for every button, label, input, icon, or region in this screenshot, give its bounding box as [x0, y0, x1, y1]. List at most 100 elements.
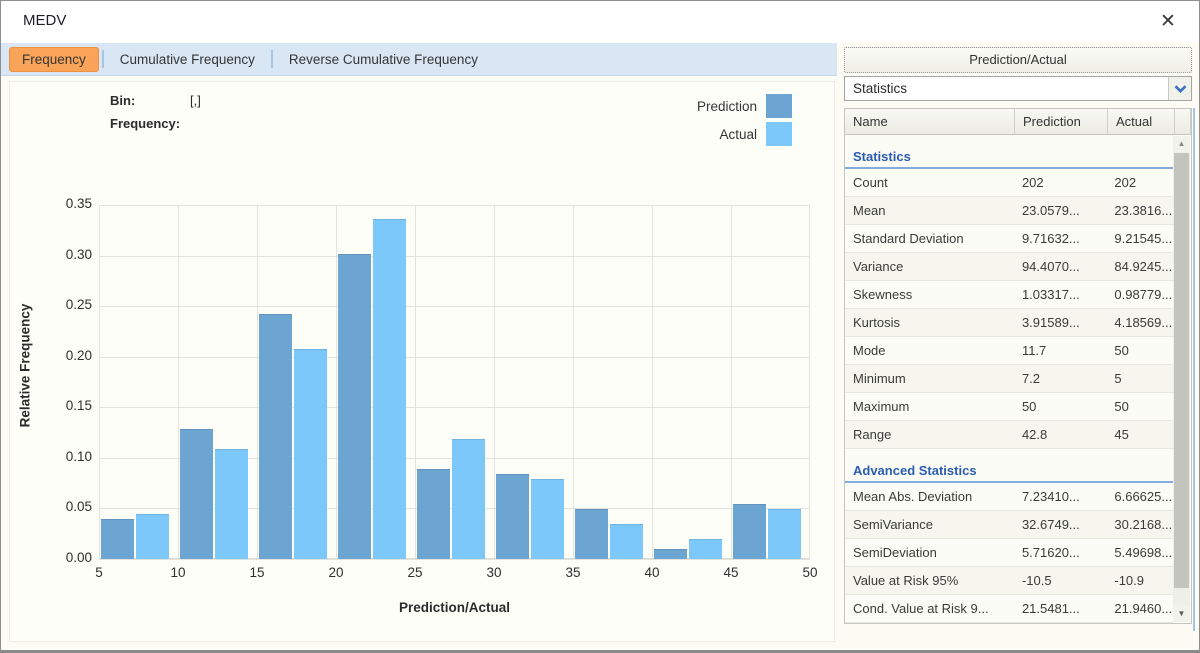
x-axis-title: Prediction/Actual	[398, 600, 511, 615]
column-header-prediction[interactable]: Prediction	[1015, 109, 1108, 134]
tab-separator	[101, 50, 104, 68]
plot-area: 0.00 0.05 0.10 0.15 0.20 0.25 0.30 0.35 5 10 15 20 2…	[66, 187, 818, 580]
bar-actual-bin2[interactable]	[294, 348, 327, 559]
column-header-name[interactable]: Name	[845, 109, 1015, 134]
gridline-vertical	[731, 205, 732, 559]
cell-prediction: 7.2	[1021, 371, 1041, 386]
table-row[interactable]: Value at Risk 95% -10.5 -10.9	[845, 567, 1173, 595]
prediction-actual-header-button[interactable]: Prediction/Actual	[844, 47, 1192, 73]
tab-reverse-cumulative-frequency[interactable]: Reverse Cumulative Frequency	[288, 51, 478, 67]
bar-prediction-bin4[interactable]	[417, 468, 450, 559]
bar-actual-bin3[interactable]	[373, 218, 406, 559]
gridline-vertical	[415, 205, 416, 559]
table-row[interactable]: Range 42.8 45	[845, 421, 1173, 449]
legend: Prediction Actual	[697, 94, 792, 150]
table-row[interactable]: Maximum 50 50	[845, 393, 1173, 421]
cell-name: Skewness	[853, 287, 913, 302]
gridline-horizontal	[99, 205, 810, 206]
cell-actual: 50	[1114, 343, 1129, 358]
cell-prediction: 1.03317...	[1021, 287, 1080, 302]
cell-prediction: 23.0579...	[1021, 203, 1080, 218]
table-row[interactable]: SemiDeviation 5.71620... 5.49698...	[845, 539, 1173, 567]
bar-actual-bin7[interactable]	[689, 538, 722, 559]
table-row[interactable]: Kurtosis 3.91589... 4.18569...	[845, 309, 1173, 337]
cell-prediction: 9.71632...	[1021, 231, 1080, 246]
cell-prediction: 7.23410...	[1021, 489, 1080, 504]
y-tick-label: 0.00	[65, 550, 92, 565]
cell-prediction: 3.91589...	[1021, 315, 1080, 330]
y-tick-label: 0.10	[65, 448, 92, 464]
bar-actual-bin0[interactable]	[136, 513, 169, 559]
table-row[interactable]: Standard Deviation 9.71632... 9.21545...	[845, 225, 1173, 253]
bar-actual-bin6[interactable]	[610, 523, 643, 559]
y-tick-label: 0.15	[65, 398, 92, 414]
bar-prediction-bin8[interactable]	[733, 503, 766, 559]
cell-name: Count	[853, 175, 888, 190]
bar-prediction-bin7[interactable]	[654, 549, 687, 559]
bar-prediction-bin6[interactable]	[575, 508, 608, 559]
bar-prediction-bin3[interactable]	[338, 253, 371, 559]
table-row[interactable]: Cond. Value at Risk 9... 21.5481... 21.946…	[845, 595, 1173, 623]
section-header: Statistics	[845, 135, 1173, 169]
cell-prediction: -10.5	[1021, 573, 1052, 588]
x-tick-label: 40	[644, 565, 660, 580]
table-scrollbar[interactable]: ▲ ▼	[1173, 136, 1190, 622]
bar-actual-bin8[interactable]	[768, 508, 801, 559]
bar-actual-bin4[interactable]	[452, 438, 485, 559]
gridline-vertical	[99, 205, 100, 559]
bar-actual-bin5[interactable]	[531, 478, 564, 559]
bar-prediction-bin1[interactable]	[180, 428, 213, 559]
gridline-horizontal	[99, 255, 810, 257]
table-row[interactable]: Count 202 202	[845, 169, 1173, 197]
cell-name: Kurtosis	[853, 315, 900, 330]
gridline-horizontal	[99, 306, 810, 308]
cell-actual: 4.18569...	[1114, 315, 1173, 330]
tab-separator	[270, 50, 273, 68]
gridline-vertical	[809, 205, 810, 559]
bar-prediction-bin2[interactable]	[259, 313, 292, 559]
tab-cumulative-frequency[interactable]: Cumulative Frequency	[119, 51, 255, 67]
scroll-up-icon[interactable]: ▲	[1173, 136, 1190, 152]
table-row[interactable]: Mean 23.0579... 23.3816...	[845, 197, 1173, 225]
table-row[interactable]: Minimum 7.2 5	[845, 365, 1173, 393]
cell-name: Cond. Value at Risk 9...	[853, 601, 989, 616]
table-row[interactable]: Mean Abs. Deviation 7.23410... 6.66625...	[845, 483, 1173, 511]
tab-frequency[interactable]: Frequency	[9, 46, 99, 72]
scrollbar-thumb[interactable]	[1174, 153, 1189, 588]
scroll-down-icon[interactable]: ▼	[1173, 606, 1190, 622]
statistics-dropdown-value: Statistics	[853, 81, 908, 96]
column-header-actual[interactable]: Actual	[1108, 109, 1175, 134]
bar-prediction-bin5[interactable]	[496, 473, 529, 559]
column-header-filler	[1175, 109, 1191, 134]
x-tick-label: 45	[723, 565, 739, 580]
y-tick-label: 0.35	[65, 196, 92, 211]
cell-actual: 202	[1114, 175, 1137, 190]
gridline-vertical	[257, 205, 258, 559]
gridline-horizontal	[99, 407, 810, 409]
gridline-vertical	[573, 205, 574, 559]
table-row[interactable]: Mode 11.7 50	[845, 337, 1173, 365]
section-header: Advanced Statistics	[845, 449, 1173, 483]
chevron-down-icon[interactable]	[1168, 77, 1191, 100]
table-row[interactable]: SemiVariance 32.6749... 30.2168...	[845, 511, 1173, 539]
table-row[interactable]: Variance 94.4070... 84.9245...	[845, 253, 1173, 281]
cell-actual: 5	[1114, 371, 1122, 386]
legend-label: Actual	[719, 126, 757, 142]
legend-item: Actual	[697, 122, 792, 146]
cell-actual: 6.66625...	[1114, 489, 1173, 504]
table-header-row: Name Prediction Actual	[845, 109, 1191, 135]
bar-actual-bin1[interactable]	[215, 448, 248, 559]
x-tick-label: 15	[249, 565, 265, 580]
table-row[interactable]: Skewness 1.03317... 0.98779...	[845, 281, 1173, 309]
x-tick-label: 30	[486, 565, 502, 580]
statistics-dropdown[interactable]: Statistics	[844, 76, 1192, 101]
gridline-horizontal	[99, 356, 810, 358]
cell-name: Variance	[853, 259, 904, 274]
bar-prediction-bin0[interactable]	[101, 518, 134, 559]
cell-name: Mean Abs. Deviation	[853, 489, 973, 504]
cell-prediction: 21.5481...	[1021, 601, 1080, 616]
cell-actual: 45	[1114, 427, 1129, 442]
close-icon[interactable]: ✕	[1160, 11, 1176, 32]
cell-actual: -10.9	[1114, 573, 1145, 588]
